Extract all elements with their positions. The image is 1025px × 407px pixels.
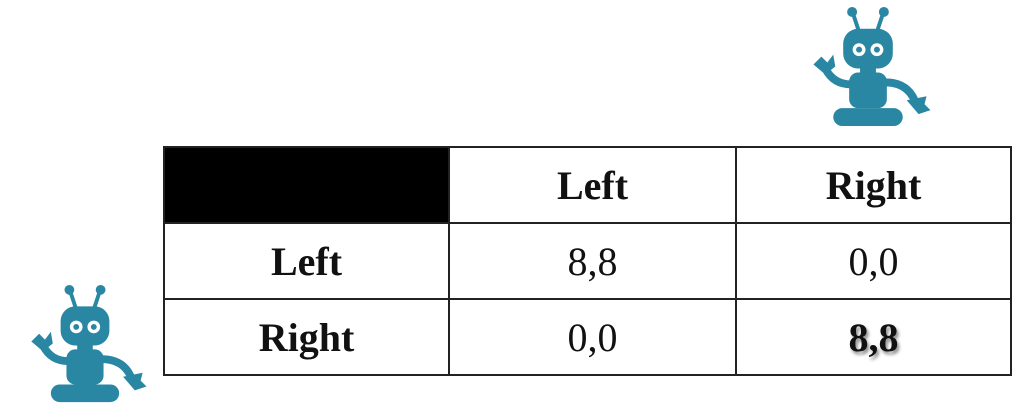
row-header: Right (164, 299, 449, 375)
corner-cell (164, 147, 449, 223)
page: LeftRight Left8,80,0Right0,08,8 (0, 0, 1025, 407)
robot-left (18, 283, 152, 405)
payoff-cell: 0,0 (736, 223, 1011, 299)
payoff-cell: 8,8 (449, 223, 736, 299)
row-header: Left (164, 223, 449, 299)
column-header: Right (736, 147, 1011, 223)
payoff-cell: 8,8 (736, 299, 1011, 375)
payoff-cell: 0,0 (449, 299, 736, 375)
column-header: Left (449, 147, 736, 223)
robot-top (800, 5, 936, 129)
